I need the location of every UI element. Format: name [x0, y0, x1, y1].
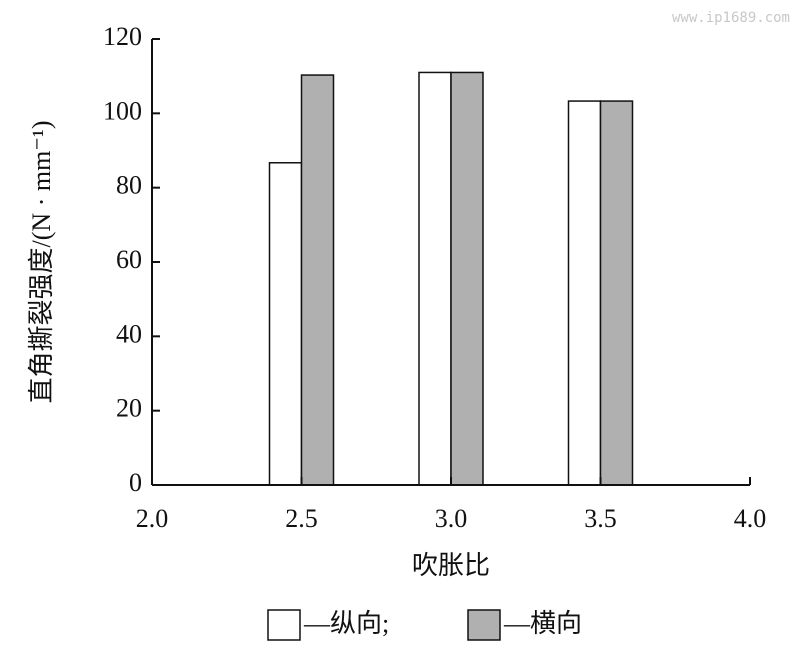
x-tick-label: 3.0: [435, 504, 468, 533]
y-tick-label: 120: [103, 22, 142, 51]
y-tick-label: 60: [116, 245, 142, 274]
y-tick-label: 100: [103, 96, 142, 125]
bar: [567, 100, 602, 486]
legend-swatch: [267, 609, 301, 641]
x-tick-label: 2.5: [285, 504, 318, 533]
legend-swatch: [467, 609, 501, 641]
bar: [450, 71, 484, 486]
y-tick-label: 0: [129, 468, 142, 497]
watermark: www.ip1689.com: [672, 10, 790, 26]
x-tick-label: 3.5: [584, 504, 617, 533]
y-tick-label: 80: [116, 171, 142, 200]
bar: [300, 74, 335, 486]
x-axis-label: 吹胀比: [412, 551, 490, 580]
legend-label: —横向: [503, 609, 582, 638]
bar: [599, 100, 634, 486]
x-tick-label: 4.0: [734, 504, 767, 533]
bar: [268, 162, 303, 486]
y-tick-label: 40: [116, 319, 142, 348]
x-tick-label: 2.0: [136, 504, 169, 533]
y-axis-label: 直角撕裂强度/(N · mm⁻¹): [27, 121, 56, 404]
y-tick-label: 20: [116, 394, 142, 423]
legend-label: —纵向;: [303, 609, 389, 638]
bar: [418, 71, 452, 486]
